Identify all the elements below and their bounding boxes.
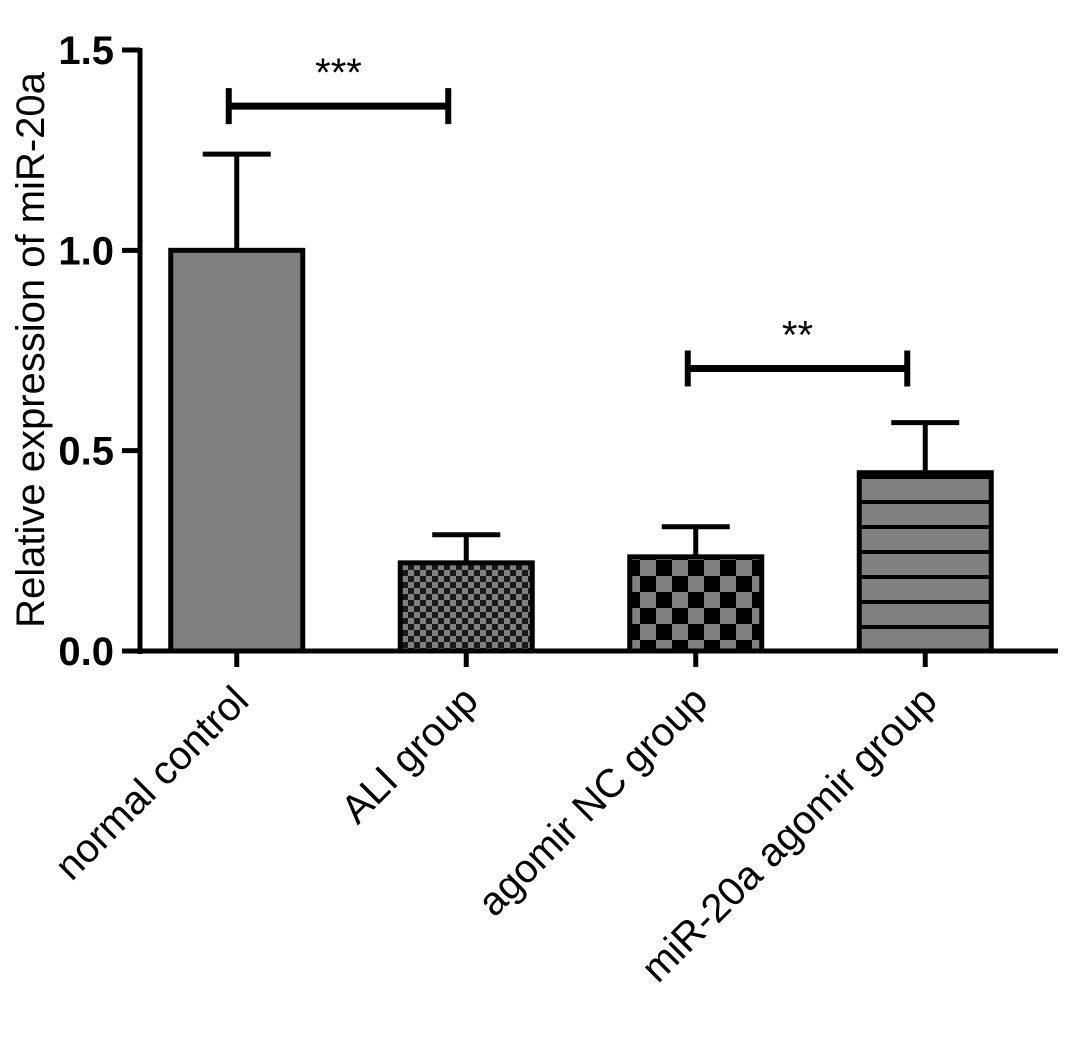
- error-bars-group: [202, 151, 960, 563]
- y-tick-label: 1.5: [58, 29, 114, 73]
- bars-group: [168, 247, 994, 654]
- x-tick-label: agomir NC group: [470, 678, 716, 924]
- significance-label: **: [782, 314, 813, 358]
- bar: [397, 560, 535, 654]
- bar: [168, 247, 306, 654]
- bar: [627, 554, 765, 654]
- significance-group: *****: [225, 51, 911, 387]
- y-tick-label: 1.0: [58, 229, 114, 273]
- y-tick-label: 0.5: [58, 430, 114, 474]
- y-tick-label: 0.0: [58, 630, 114, 674]
- x-tick-label: ALI group: [333, 678, 487, 832]
- significance-label: ***: [315, 51, 362, 95]
- x-tick-label: normal control: [47, 678, 257, 888]
- bar: [856, 470, 994, 654]
- y-axis-title: Relative expression of miR-20a: [9, 71, 53, 628]
